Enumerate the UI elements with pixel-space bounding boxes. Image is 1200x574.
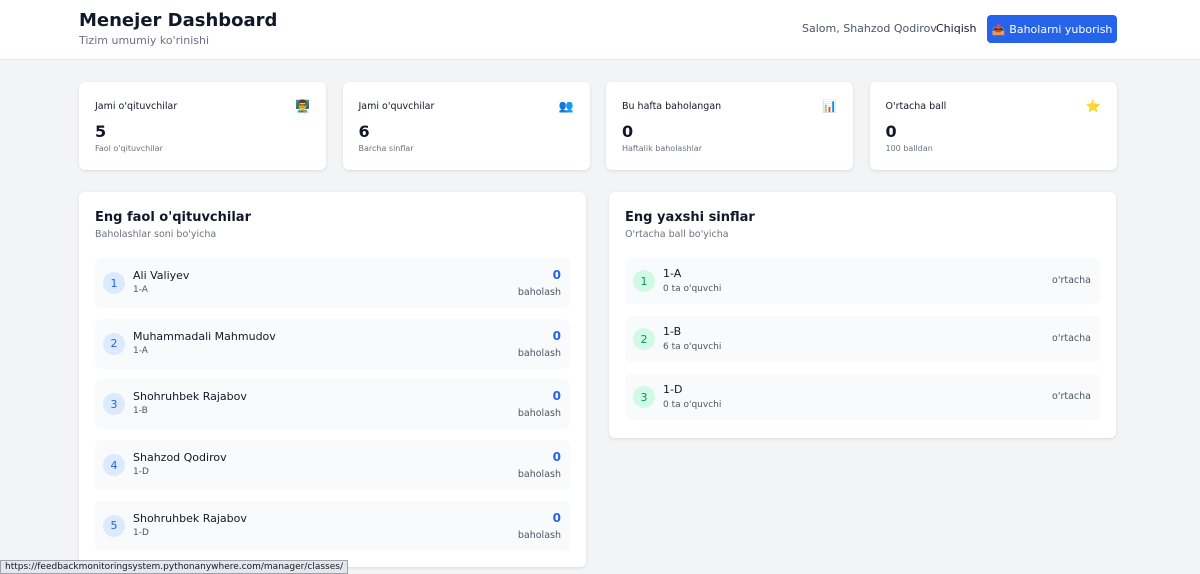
teacher-row: 1 Ali Valiyev 1-A 0 baholash bbox=[95, 258, 570, 308]
teacher-name: Muhammadali Mahmudov bbox=[133, 329, 276, 343]
rank-badge: 3 bbox=[103, 393, 125, 416]
rank-badge: 1 bbox=[633, 270, 655, 292]
panel-title: Eng yaxshi sinflar bbox=[625, 210, 755, 225]
eval-count: 0 bbox=[552, 268, 561, 282]
eval-count: 0 bbox=[552, 510, 561, 525]
rank-badge: 4 bbox=[103, 454, 125, 477]
teacher-class: 1-A bbox=[133, 345, 148, 356]
teacher-row: 3 Shohruhbek Rajabov 1-B 0 baholash bbox=[95, 379, 570, 430]
teacher-class: 1-B bbox=[133, 406, 148, 417]
subtitle: Tizim umumiy ko'rinishi bbox=[79, 34, 210, 47]
stat-card: Bu hafta baholangan 📊 0 Haftalik baholashla… bbox=[606, 82, 853, 170]
rank-badge: 1 bbox=[103, 272, 125, 294]
eval-unit: baholash bbox=[517, 347, 561, 359]
header: Menejer Dashboard Tizim umumiy ko'rinish… bbox=[0, 0, 1200, 60]
stat-value: 0 bbox=[622, 122, 634, 141]
stat-note: Barcha sinflar bbox=[358, 144, 414, 153]
eval-unit: baholash bbox=[517, 529, 561, 541]
teacher-row: 2 Muhammadali Mahmudov 1-A 0 baholash bbox=[95, 318, 570, 369]
stat-label: Bu hafta baholangan bbox=[622, 101, 722, 112]
teacher-name: Ali Valiyev bbox=[133, 269, 190, 282]
class-name: 1-B bbox=[663, 325, 682, 338]
class-row: 1 1-A 0 ta o'quvchi o'rtacha bbox=[625, 258, 1100, 304]
stat-icon: 📊 bbox=[822, 99, 837, 113]
class-name: 1-D bbox=[663, 383, 683, 396]
teacher-name: Shohruhbek Rajabov bbox=[133, 511, 247, 525]
rank-badge: 2 bbox=[633, 328, 655, 350]
stat-label: O'rtacha ball bbox=[885, 101, 947, 112]
student-count: 6 ta o'quvchi bbox=[663, 342, 722, 352]
eval-count: 0 bbox=[552, 450, 561, 465]
stat-icon: ⭐ bbox=[1085, 99, 1101, 113]
greeting: Salom, Shahzod Qodirov bbox=[802, 22, 937, 35]
button-label: Baholarni yuborish bbox=[1009, 22, 1113, 36]
icon: 📤 bbox=[991, 22, 1006, 36]
stat-icon: 👥 bbox=[558, 99, 574, 113]
score-label: o'rtacha bbox=[1052, 333, 1091, 344]
student-count: 0 ta o'quvchi bbox=[663, 400, 722, 410]
stat-icon: 👨‍🏫 bbox=[295, 99, 310, 113]
score-label: o'rtacha bbox=[1052, 391, 1091, 402]
panel-subtitle: Baholashlar soni bo'yicha bbox=[95, 229, 217, 240]
stat-value: 0 bbox=[885, 122, 897, 141]
teacher-name: Shohruhbek Rajabov bbox=[133, 390, 247, 404]
stat-card: Jami o'quvchilar 👥 6 Barcha sinflar bbox=[342, 82, 590, 170]
class-name: 1-A bbox=[663, 267, 682, 280]
stat-card: O'rtacha ball ⭐ 0 100 balldan bbox=[869, 82, 1117, 170]
eval-unit: baholash bbox=[517, 287, 561, 298]
rank-badge: 2 bbox=[103, 332, 125, 355]
eval-count: 0 bbox=[552, 328, 561, 343]
rank-badge: 3 bbox=[633, 386, 655, 408]
class-row: 3 1-D 0 ta o'quvchi o'rtacha bbox=[625, 374, 1100, 420]
stat-note: Faol o'qituvchilar bbox=[95, 144, 163, 153]
title: Menejer Dashboard bbox=[79, 10, 278, 31]
stat-label: Jami o'quvchilar bbox=[358, 101, 435, 112]
stat-card: Jami o'qituvchilar 👨‍🏫 5 Faol o'qituvchilar bbox=[79, 82, 326, 170]
teachers-panel: Eng faol o'qituvchilar Baholashlar soni b… bbox=[79, 192, 586, 567]
panel-subtitle: O'rtacha ball bo'yicha bbox=[625, 229, 729, 240]
teacher-class: 1-D bbox=[133, 527, 149, 538]
student-count: 0 ta o'quvchi bbox=[663, 284, 722, 294]
teacher-class: 1-D bbox=[133, 467, 149, 478]
stat-value: 6 bbox=[358, 122, 370, 141]
rank-badge: 5 bbox=[103, 514, 125, 537]
score-label: o'rtacha bbox=[1052, 275, 1091, 286]
teacher-row: 5 Shohruhbek Rajabov 1-D 0 baholash bbox=[95, 500, 570, 551]
stat-label: Jami o'qituvchilar bbox=[95, 101, 178, 112]
stat-note: Haftalik baholashlar bbox=[622, 144, 702, 153]
panel-title: Eng faol o'qituvchilar bbox=[95, 210, 251, 225]
stat-value: 5 bbox=[95, 122, 107, 141]
send-button[interactable]: 📤 Baholarni yuborish bbox=[987, 15, 1117, 43]
class-row: 2 1-B 6 ta o'quvchi o'rtacha bbox=[625, 316, 1100, 362]
eval-count: 0 bbox=[552, 389, 561, 404]
stat-note: 100 balldan bbox=[885, 144, 933, 153]
eval-unit: baholash bbox=[517, 408, 561, 420]
teacher-row: 4 Shahzod Qodirov 1-D 0 baholash bbox=[95, 440, 570, 491]
status-url: https://feedbackmonitoringsystem.pythona… bbox=[0, 560, 349, 574]
eval-unit: baholash bbox=[517, 469, 561, 481]
classes-panel: Eng yaxshi sinflar O'rtacha ball bo'yicha… bbox=[609, 192, 1116, 438]
teacher-name: Shahzod Qodirov bbox=[133, 451, 227, 465]
teacher-class: 1-A bbox=[133, 285, 148, 295]
logout-link[interactable]: Chiqish bbox=[936, 22, 977, 35]
